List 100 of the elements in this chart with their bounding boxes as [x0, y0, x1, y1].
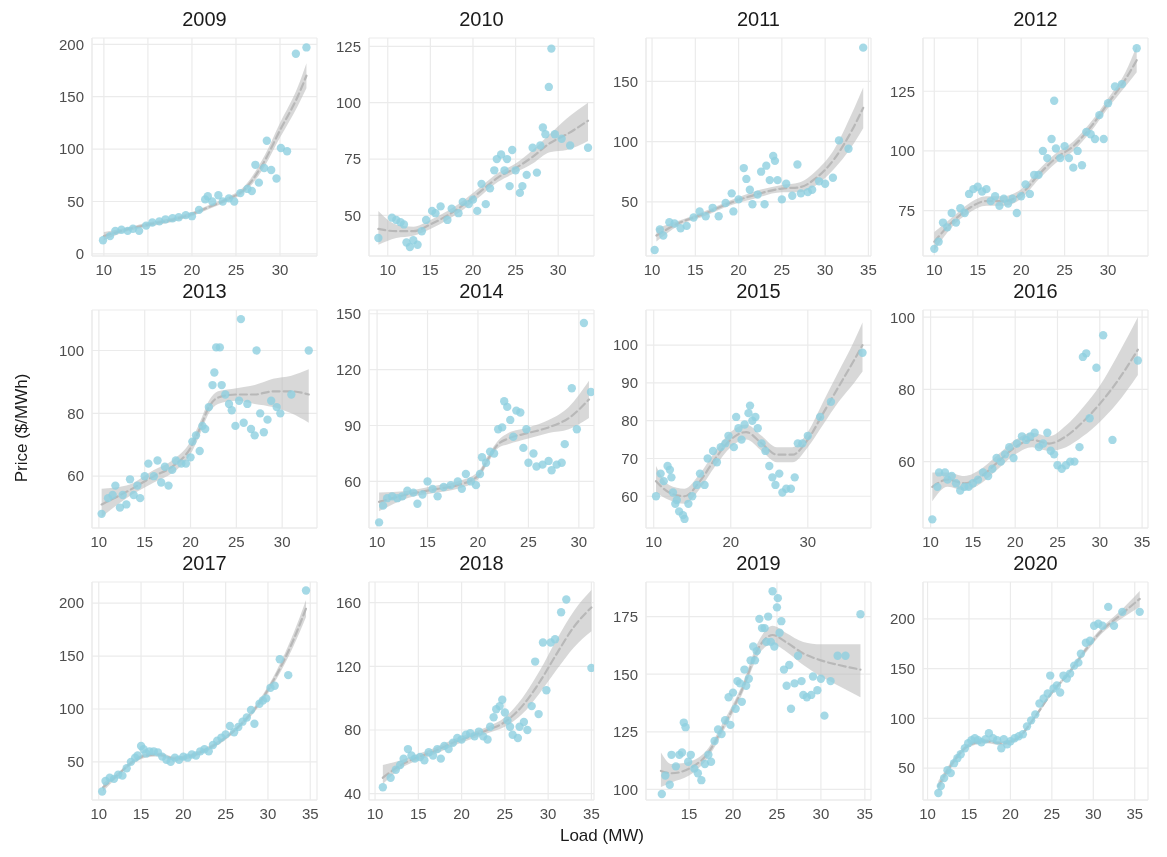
chart-title: 2011: [736, 8, 781, 31]
y-tick-label: 80: [344, 721, 361, 739]
x-tick-label: 25: [217, 804, 234, 822]
x-tick-label: 10: [90, 532, 108, 550]
chart-title: 2010: [458, 8, 505, 31]
y-tick-label: 125: [612, 723, 638, 741]
chart-title: 2016: [1012, 280, 1059, 303]
x-tick-label: 10: [368, 532, 386, 550]
x-tick-label: 35: [860, 260, 877, 278]
y-tick-label: 150: [58, 88, 84, 106]
y-tick-label: 50: [898, 759, 915, 777]
x-tick-label: 15: [139, 260, 157, 278]
x-tick-label: 10: [366, 804, 384, 822]
y-tick-label: 80: [621, 412, 638, 430]
y-tick-label: 100: [889, 308, 915, 326]
x-tick-label: 10: [919, 804, 936, 822]
x-tick-label: 15: [680, 804, 698, 822]
x-tick-label: 15: [964, 532, 982, 550]
x-tick-label: 10: [925, 260, 943, 278]
y-axis-title: Price ($/MWh): [12, 373, 32, 483]
x-tick-label: 25: [227, 260, 245, 278]
x-tick-label: 25: [773, 260, 791, 278]
x-tick-label: 35: [1126, 804, 1144, 822]
y-tick-label: 75: [898, 201, 915, 219]
x-tick-label: 20: [464, 260, 482, 278]
y-tick-label: 175: [612, 607, 638, 625]
y-tick-label: 200: [58, 35, 84, 53]
x-tick-label: 20: [175, 804, 192, 822]
y-tick-label: 100: [58, 140, 84, 158]
y-tick-label: 100: [612, 780, 638, 798]
chart-title: 2014: [458, 280, 505, 303]
x-tick-label: 35: [583, 804, 600, 822]
y-tick-label: 125: [889, 82, 915, 100]
x-tick-label: 20: [1002, 804, 1019, 822]
x-tick-label: 20: [724, 804, 742, 822]
x-tick-label: 15: [686, 260, 704, 278]
x-tick-label: 10: [643, 260, 661, 278]
y-tick-label: 100: [58, 341, 84, 359]
chart-title: 2019: [735, 552, 782, 575]
y-tick-label: 100: [612, 336, 638, 354]
x-tick-label: 25: [1056, 260, 1073, 278]
x-tick-label: 30: [570, 532, 588, 550]
x-tick-label: 15: [960, 804, 978, 822]
y-tick-label: 125: [335, 37, 361, 55]
x-tick-label: 20: [722, 532, 740, 550]
y-tick-label: 100: [58, 700, 84, 718]
x-tick-label: 30: [812, 804, 830, 822]
y-tick-label: 100: [889, 709, 915, 727]
x-tick-label: 20: [183, 260, 201, 278]
chart-title: 2015: [735, 280, 782, 303]
x-tick-label: 20: [469, 532, 487, 550]
y-tick-label: 200: [58, 594, 84, 612]
x-tick-label: 30: [271, 260, 289, 278]
y-tick-label: 50: [621, 193, 638, 211]
x-tick-label: 25: [768, 804, 786, 822]
y-tick-label: 150: [889, 659, 915, 677]
x-tick-label: 30: [1084, 804, 1102, 822]
x-tick-label: 10: [90, 804, 108, 822]
x-tick-label: 15: [132, 804, 150, 822]
x-tick-label: 25: [1043, 804, 1061, 822]
y-tick-label: 120: [335, 360, 361, 378]
x-tick-label: 15: [422, 260, 439, 278]
chart-title: 2013: [181, 280, 228, 303]
y-tick-label: 50: [344, 206, 361, 224]
x-tick-label: 30: [1091, 532, 1109, 550]
y-tick-label: 90: [344, 416, 361, 434]
chart-title: 2012: [1012, 8, 1059, 31]
y-tick-label: 70: [621, 449, 638, 467]
y-tick-label: 100: [612, 132, 638, 150]
x-tick-label: 15: [409, 804, 427, 822]
x-tick-label: 30: [799, 532, 817, 550]
chart-title: 2020: [1012, 552, 1059, 575]
x-tick-label: 20: [730, 260, 747, 278]
y-tick-label: 75: [344, 150, 361, 168]
x-tick-label: 25: [507, 260, 524, 278]
chart-title: 2018: [458, 552, 505, 575]
x-tick-label: 35: [856, 804, 874, 822]
x-tick-label: 30: [539, 804, 557, 822]
x-tick-label: 35: [301, 804, 319, 822]
x-tick-label: 20: [182, 532, 199, 550]
x-tick-label: 15: [136, 532, 154, 550]
y-tick-label: 80: [67, 404, 84, 422]
y-tick-label: 60: [898, 452, 915, 470]
y-tick-label: 0: [75, 245, 84, 263]
y-tick-label: 150: [335, 305, 361, 323]
y-tick-label: 120: [335, 657, 361, 675]
y-tick-label: 200: [889, 610, 915, 628]
y-tick-label: 40: [344, 784, 361, 802]
x-tick-label: 25: [520, 532, 537, 550]
y-tick-label: 100: [335, 94, 361, 112]
x-tick-label: 20: [1006, 532, 1024, 550]
y-tick-label: 50: [67, 192, 84, 210]
x-tick-label: 30: [816, 260, 834, 278]
y-tick-label: 60: [621, 487, 638, 505]
y-tick-label: 50: [67, 753, 84, 771]
y-tick-label: 150: [612, 665, 638, 683]
x-tick-label: 15: [419, 532, 436, 550]
x-tick-label: 30: [273, 532, 291, 550]
chart-title: 2017: [181, 552, 228, 575]
x-tick-label: 30: [549, 260, 567, 278]
